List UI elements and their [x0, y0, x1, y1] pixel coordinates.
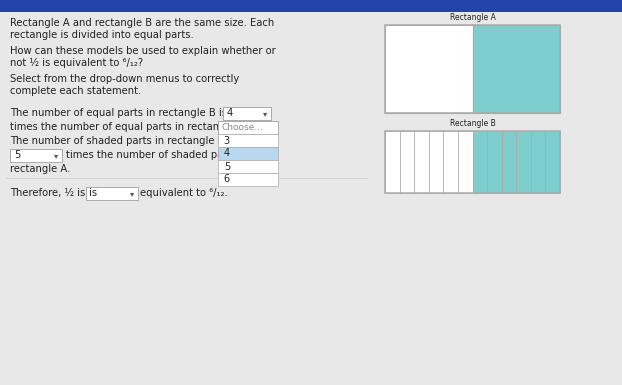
Text: ▾: ▾ [54, 151, 58, 160]
Bar [429, 131, 443, 193]
Text: equivalent to ⁶/₁₂.: equivalent to ⁶/₁₂. [139, 188, 227, 198]
Bar [473, 25, 560, 113]
Bar [218, 147, 278, 160]
Text: 4: 4 [224, 149, 230, 159]
Bar [545, 131, 560, 193]
Bar [218, 121, 278, 134]
Text: times the number of equal parts in rectang: times the number of equal parts in recta… [10, 122, 226, 132]
Text: The number of shaded parts in rectangle B: The number of shaded parts in rectangle … [10, 136, 225, 146]
Text: How can these models be used to explain whether or: How can these models be used to explain … [10, 46, 276, 56]
Text: ▾: ▾ [262, 109, 267, 118]
Bar [516, 131, 531, 193]
Bar [85, 187, 137, 200]
Text: 5: 5 [14, 151, 21, 161]
Bar [443, 131, 458, 193]
Text: The number of equal parts in rectangle B is: The number of equal parts in rectangle B… [10, 108, 227, 118]
Bar [487, 131, 502, 193]
Bar [385, 131, 560, 193]
Bar [223, 107, 271, 120]
Bar [502, 131, 516, 193]
Text: Rectangle A and rectangle B are the same size. Each: Rectangle A and rectangle B are the same… [10, 18, 274, 28]
Text: 6: 6 [224, 174, 230, 184]
Text: is: is [90, 189, 98, 199]
Text: rectangle A.: rectangle A. [10, 164, 70, 174]
Text: not ½ is equivalent to ⁶/₁₂?: not ½ is equivalent to ⁶/₁₂? [10, 58, 143, 68]
Text: Rectangle B: Rectangle B [450, 119, 495, 128]
Bar [531, 131, 545, 193]
Text: rectangle is divided into equal parts.: rectangle is divided into equal parts. [10, 30, 193, 40]
Text: complete each statement.: complete each statement. [10, 86, 141, 96]
Text: 3: 3 [224, 136, 230, 146]
Bar [414, 131, 429, 193]
Bar [385, 131, 399, 193]
Bar [218, 160, 278, 173]
Bar [385, 25, 473, 113]
Bar [385, 25, 560, 113]
Text: 4: 4 [226, 109, 233, 119]
Text: ▾: ▾ [129, 189, 134, 198]
Bar [10, 149, 62, 162]
Text: Select from the drop-down menus to correctly: Select from the drop-down menus to corre… [10, 74, 239, 84]
Bar [458, 131, 473, 193]
Text: Choose...: Choose... [222, 123, 264, 132]
Text: Rectangle A: Rectangle A [450, 13, 496, 22]
Bar [218, 134, 278, 147]
Text: times the number of shaded pa: times the number of shaded pa [66, 150, 223, 160]
Bar [218, 173, 278, 186]
Text: Therefore, ½ is: Therefore, ½ is [10, 188, 85, 198]
Bar [399, 131, 414, 193]
Text: 5: 5 [224, 161, 230, 171]
Bar [0, 0, 622, 12]
Bar [473, 131, 487, 193]
